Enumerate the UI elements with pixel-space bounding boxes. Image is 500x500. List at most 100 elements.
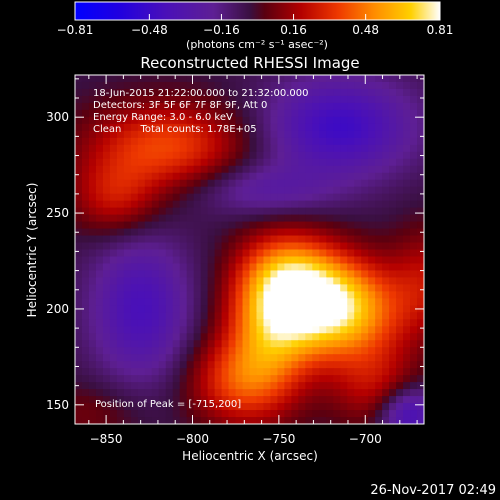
heatmap-cell bbox=[207, 109, 216, 118]
heatmap-cell bbox=[417, 81, 424, 90]
heatmap-cell bbox=[193, 75, 202, 83]
heatmap-cell bbox=[382, 130, 390, 139]
heatmap-cell bbox=[75, 375, 83, 383]
heatmap-cell bbox=[109, 277, 118, 285]
heatmap-cell bbox=[270, 249, 279, 258]
heatmap-cell bbox=[347, 172, 355, 181]
heatmap-cell bbox=[319, 123, 327, 132]
heatmap-cell bbox=[277, 382, 285, 390]
heatmap-cell bbox=[389, 256, 397, 265]
heatmap-cell bbox=[95, 340, 104, 348]
heatmap-cell bbox=[382, 375, 390, 383]
heatmap-cell bbox=[81, 305, 90, 313]
heatmap-cell bbox=[319, 312, 327, 320]
heatmap-cell bbox=[144, 130, 153, 139]
heatmap-cell bbox=[347, 333, 355, 341]
heatmap-cell bbox=[319, 200, 327, 209]
heatmap-cell bbox=[263, 319, 272, 327]
heatmap-cell bbox=[389, 354, 397, 362]
heatmap-cell bbox=[137, 270, 146, 279]
heatmap-cell bbox=[186, 172, 195, 181]
heatmap-cell bbox=[417, 354, 424, 362]
heatmap-cell bbox=[291, 130, 299, 139]
heatmap-cell bbox=[228, 75, 237, 83]
heatmap-cell bbox=[123, 242, 132, 251]
heatmap-cell bbox=[347, 305, 355, 313]
heatmap-cell bbox=[284, 277, 292, 285]
heatmap-cell bbox=[340, 277, 348, 285]
heatmap-cell bbox=[410, 193, 418, 202]
heatmap-cell bbox=[144, 123, 153, 132]
heatmap-cell bbox=[347, 361, 355, 369]
heatmap-cell bbox=[172, 144, 181, 153]
heatmap-cell bbox=[361, 277, 369, 285]
heatmap-cell bbox=[172, 75, 181, 83]
heatmap-cell bbox=[305, 200, 313, 209]
heatmap-cell bbox=[75, 207, 83, 216]
heatmap-cell bbox=[270, 396, 279, 404]
heatmap-cell bbox=[81, 333, 90, 341]
heatmap-cell bbox=[410, 340, 418, 348]
heatmap-cell bbox=[207, 81, 216, 90]
heatmap-cell bbox=[200, 249, 209, 258]
heatmap-cell bbox=[207, 361, 216, 369]
heatmap-cell bbox=[193, 291, 202, 299]
heatmap-cell bbox=[186, 95, 195, 104]
heatmap-cell bbox=[333, 123, 341, 132]
heatmap-cell bbox=[333, 256, 341, 265]
heatmap-cell bbox=[417, 158, 424, 167]
heatmap-cell bbox=[186, 214, 195, 223]
heatmap-cell bbox=[165, 200, 174, 209]
heatmap-cell bbox=[214, 403, 223, 411]
heatmap-cell bbox=[340, 403, 348, 411]
heatmap-cell bbox=[200, 172, 209, 181]
heatmap-cell bbox=[410, 312, 418, 320]
heatmap-cell bbox=[382, 382, 390, 390]
heatmap-cell bbox=[137, 179, 146, 188]
heatmap-cell bbox=[312, 95, 320, 104]
heatmap-cell bbox=[165, 326, 174, 334]
heatmap-cell bbox=[403, 109, 411, 118]
heatmap-cell bbox=[291, 172, 299, 181]
heatmap-cell bbox=[375, 333, 383, 341]
heatmap-cell bbox=[354, 375, 362, 383]
heatmap-cell bbox=[207, 144, 216, 153]
heatmap-cell bbox=[354, 75, 362, 83]
heatmap-cell bbox=[158, 151, 167, 160]
heatmap-cell bbox=[179, 88, 188, 97]
heatmap-cell bbox=[291, 109, 299, 118]
heatmap-cell bbox=[277, 284, 285, 292]
heatmap-cell bbox=[109, 340, 118, 348]
heatmap-cell bbox=[81, 354, 90, 362]
heatmap-cell bbox=[200, 242, 209, 251]
heatmap-cell bbox=[228, 312, 237, 320]
heatmap-cell bbox=[235, 354, 244, 362]
heatmap-cell bbox=[277, 291, 285, 299]
heatmap-cell bbox=[284, 214, 292, 223]
heatmap-cell bbox=[389, 151, 397, 160]
heatmap-cell bbox=[249, 95, 258, 104]
heatmap-cell bbox=[305, 144, 313, 153]
heatmap-cell bbox=[186, 396, 195, 404]
heatmap-cell bbox=[396, 116, 404, 125]
heatmap-cell bbox=[368, 417, 376, 424]
heatmap-cell bbox=[109, 116, 118, 125]
heatmap-cell bbox=[270, 221, 279, 230]
heatmap-cell bbox=[389, 144, 397, 153]
heatmap-cell bbox=[165, 340, 174, 348]
heatmap-cell bbox=[291, 179, 299, 188]
heatmap-cell bbox=[375, 368, 383, 376]
heatmap-cell bbox=[109, 151, 118, 160]
heatmap-cell bbox=[116, 298, 125, 306]
heatmap-cell bbox=[109, 102, 118, 111]
heatmap-cell bbox=[263, 102, 272, 111]
heatmap-cell bbox=[256, 158, 265, 167]
heatmap-cell bbox=[242, 270, 251, 279]
heatmap-cell bbox=[144, 249, 153, 258]
heatmap-cell bbox=[235, 116, 244, 125]
heatmap-cell bbox=[263, 88, 272, 97]
heatmap-cell bbox=[172, 193, 181, 202]
heatmap-cell bbox=[410, 207, 418, 216]
heatmap-cell bbox=[347, 193, 355, 202]
